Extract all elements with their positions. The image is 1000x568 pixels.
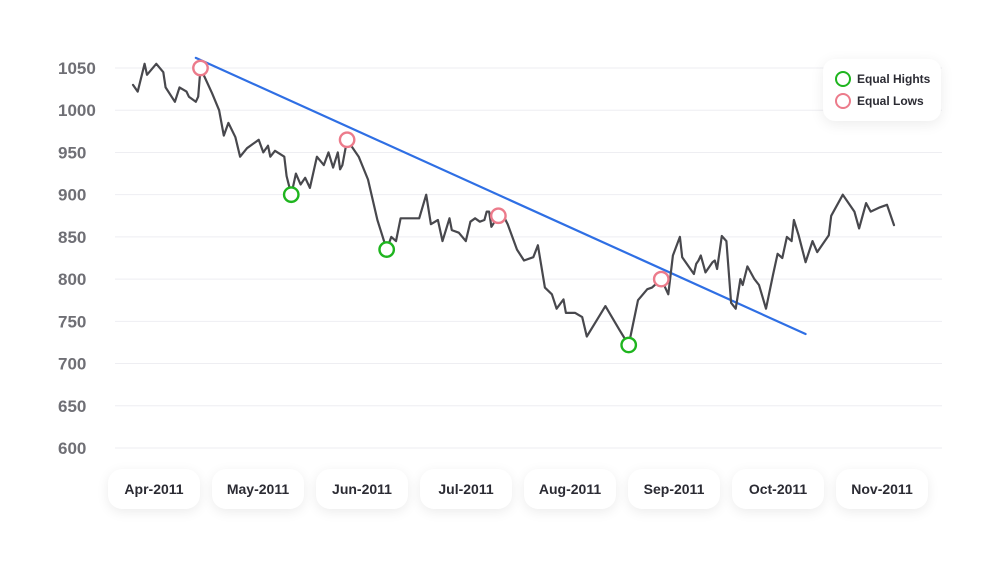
legend-label-equal-highs: Equal Hights [857, 72, 931, 86]
trendline [194, 56, 807, 336]
y-tick-label-600: 600 [58, 439, 86, 458]
x-tick-label-aug-2011: Aug-2011 [524, 469, 616, 509]
equal-low-marker-2 [338, 131, 356, 149]
y-tick-label-650: 650 [58, 397, 86, 416]
price-series-layer [131, 62, 896, 347]
x-tick-label-jun-2011: Jun-2011 [316, 469, 408, 509]
gridlines [115, 67, 942, 449]
y-axis-tick-labels: 1050 1000 950 900 850 800 750 700 650 600 [58, 59, 96, 458]
x-tick-label-jul-2011: Jul-2011 [420, 469, 512, 509]
y-tick-label-900: 900 [58, 186, 86, 205]
price-series-line [131, 62, 896, 347]
y-tick-label-950: 950 [58, 143, 86, 162]
x-tick-label-may-2011: May-2011 [212, 469, 304, 509]
y-tick-label-850: 850 [58, 228, 86, 247]
marker-layer [192, 59, 670, 354]
y-tick-label-700: 700 [58, 355, 86, 374]
y-tick-label-1050: 1050 [58, 59, 96, 78]
legend: Equal Hights Equal Lows [823, 59, 941, 121]
x-tick-label-oct-2011: Oct-2011 [732, 469, 824, 509]
x-tick-label-sep-2011: Sep-2011 [628, 469, 720, 509]
trendline-layer [194, 56, 807, 336]
x-tick-label-apr-2011: Apr-2011 [108, 469, 200, 509]
legend-item-equal-highs: Equal Hights [835, 71, 930, 87]
equal-high-marker-2 [378, 241, 396, 258]
equal-highs-circle-icon [835, 71, 851, 87]
y-tick-label-1000: 1000 [58, 101, 96, 120]
y-tick-label-750: 750 [58, 312, 86, 331]
equal-lows-circle-icon [835, 93, 851, 109]
equal-high-marker-1 [282, 186, 300, 204]
y-tick-label-800: 800 [58, 270, 86, 289]
legend-label-equal-lows: Equal Lows [857, 94, 924, 108]
equal-low-marker-4 [652, 270, 670, 288]
x-tick-label-nov-2011: Nov-2011 [836, 469, 928, 509]
legend-item-equal-lows: Equal Lows [835, 93, 924, 109]
equal-high-marker-3 [620, 336, 638, 354]
equal-low-marker-3 [489, 207, 507, 225]
equal-low-marker-1 [192, 59, 209, 77]
